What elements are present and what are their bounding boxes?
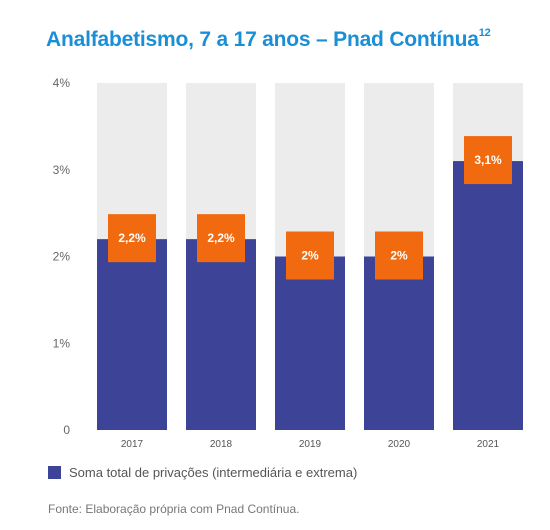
bar [186, 239, 256, 430]
data-label: 3,1% [474, 153, 502, 167]
x-tick-label: 2021 [477, 439, 500, 450]
y-tick-label: 2% [53, 250, 71, 264]
x-tick-label: 2018 [210, 439, 233, 450]
data-label-box [375, 231, 423, 280]
data-label-box [286, 231, 334, 280]
data-label-box [464, 136, 512, 185]
legend: Soma total de privações (intermediária e… [48, 465, 357, 480]
x-tick-label: 2019 [299, 439, 322, 450]
y-tick-label: 0 [63, 423, 70, 437]
data-label-box [197, 214, 245, 263]
title-footnote: 12 [478, 27, 491, 39]
data-label-box [108, 214, 156, 263]
bar [275, 256, 345, 430]
x-axis: 2017 2018 2019 2020 2021 [121, 439, 500, 450]
bar-chart: 01%2%3%4% 2,2% 2,2%2% 2%3,1% 2017 2018 2019 2… [53, 76, 523, 450]
bars [97, 161, 523, 430]
x-tick-label: 2017 [121, 439, 144, 450]
chart-title: Analfabetismo, 7 a 17 anos – Pnad Contín… [46, 27, 491, 51]
y-axis: 0 1% 2% 3% 4% [53, 76, 71, 437]
x-tick-label: 2020 [388, 439, 411, 450]
bar [97, 239, 167, 430]
bar [453, 161, 523, 430]
data-label: 2,2% [207, 231, 235, 245]
data-labels: 2,2% 2,2% 2% 2% 3,1% [108, 136, 512, 280]
y-tick-label: 3% [53, 163, 71, 177]
source-note: Fonte: Elaboração própria com Pnad Contí… [48, 502, 300, 516]
y-tick-label: 1% [53, 336, 71, 350]
data-label: 2% [390, 249, 408, 263]
bar [364, 256, 434, 430]
y-tick-label: 4% [53, 76, 71, 90]
data-label: 2% [301, 249, 319, 263]
legend-label: Soma total de privações (intermediária e… [69, 465, 358, 480]
legend-swatch [48, 466, 61, 479]
data-label: 2,2% [118, 231, 146, 245]
